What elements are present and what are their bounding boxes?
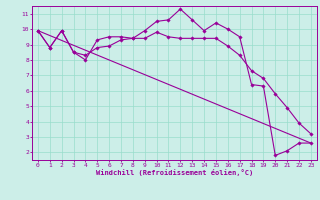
X-axis label: Windchill (Refroidissement éolien,°C): Windchill (Refroidissement éolien,°C) [96,169,253,176]
